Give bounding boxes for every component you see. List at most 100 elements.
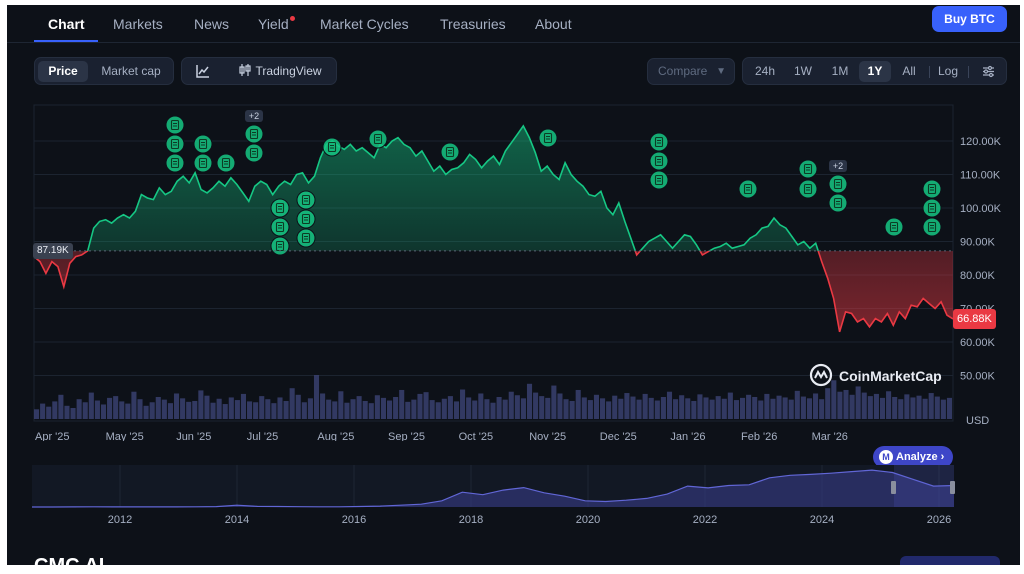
analyze-button[interactable]: M Analyze ›: [873, 446, 953, 468]
news-marker-icon[interactable]: [296, 209, 316, 229]
tab-news[interactable]: News: [194, 16, 230, 32]
news-marker-icon[interactable]: [738, 179, 758, 199]
volume-bar: [125, 403, 131, 419]
news-marker-icon[interactable]: [296, 190, 316, 210]
news-marker-icon[interactable]: [649, 151, 669, 171]
volume-bar: [265, 399, 271, 419]
tab-chart[interactable]: Chart: [48, 16, 85, 32]
cmc-ai-heading: CMC AI: [34, 553, 164, 565]
volume-bar: [368, 403, 374, 419]
news-marker-icon[interactable]: [649, 170, 669, 190]
volume-bar: [660, 397, 666, 419]
news-marker-icon[interactable]: [922, 179, 942, 199]
volume-bar: [587, 400, 593, 419]
news-marker-icon[interactable]: [165, 134, 185, 154]
range-all[interactable]: All: [902, 64, 916, 78]
news-marker-icon[interactable]: [165, 153, 185, 173]
volume-bar: [934, 396, 940, 419]
range-1m[interactable]: 1M: [831, 64, 849, 78]
range-1w[interactable]: 1W: [794, 64, 812, 78]
volume-bar: [34, 409, 40, 419]
tab-treasuries[interactable]: Treasuries: [440, 16, 506, 32]
news-marker-icon[interactable]: [270, 217, 290, 237]
navigator-area: [32, 470, 954, 507]
news-marker-icon[interactable]: [296, 228, 316, 248]
range-24h[interactable]: 24h: [754, 64, 776, 78]
price-area: [33, 124, 954, 333]
volume-bar: [879, 397, 886, 419]
volume-bar: [374, 395, 380, 419]
tab-market-cycles[interactable]: Market Cycles: [320, 16, 409, 32]
navigator-left-handle[interactable]: [891, 481, 896, 494]
log-toggle[interactable]: Log: [937, 64, 959, 78]
tab-about[interactable]: About: [535, 16, 572, 32]
news-marker-icon[interactable]: [440, 142, 460, 162]
price-chart[interactable]: 120.00K110.00K100.00K90.00K80.00K70.00K6…: [32, 101, 1007, 441]
volume-bar: [64, 405, 70, 419]
navigator-year-label: 2018: [459, 514, 483, 526]
volume-bar: [569, 400, 575, 419]
buy-btc-button[interactable]: Buy BTC: [932, 6, 1007, 32]
more-news-badge[interactable]: +2: [829, 160, 847, 172]
baseline-price-tag: 87.19K: [33, 242, 73, 259]
coinmarketcap-watermark: CoinMarketCap: [809, 363, 942, 392]
news-marker-icon[interactable]: [798, 159, 818, 179]
news-marker-icon[interactable]: [193, 153, 213, 173]
line-chart-icon: [196, 65, 209, 78]
volume-bar: [478, 393, 484, 419]
x-tick-label: Sep '25: [388, 431, 425, 441]
compare-dropdown[interactable]: Compare ▼: [647, 58, 735, 85]
x-tick-label: May '25: [106, 431, 144, 441]
news-marker-icon[interactable]: [368, 129, 388, 149]
volume-bar: [332, 401, 338, 419]
news-marker-icon[interactable]: [322, 137, 342, 157]
more-news-badge[interactable]: +2: [245, 110, 263, 122]
news-marker-icon[interactable]: [216, 153, 236, 173]
bottom-action-button[interactable]: [900, 556, 1000, 565]
volume-bar: [630, 396, 636, 419]
volume-bar: [648, 397, 654, 419]
history-navigator[interactable]: 2012 2014 2016 2018 2020 2022 2024 2026: [32, 465, 1007, 540]
volume-bar: [429, 400, 435, 419]
news-marker-icon[interactable]: [244, 124, 264, 144]
news-marker-icon[interactable]: [798, 179, 818, 199]
news-marker-icon[interactable]: [538, 128, 558, 148]
x-tick-label: Aug '25: [317, 431, 354, 441]
news-marker-icon[interactable]: [244, 143, 264, 163]
tab-yield[interactable]: Yield: [258, 16, 289, 32]
navigator-selection[interactable]: [894, 465, 954, 507]
svg-text:+2: +2: [249, 111, 259, 121]
news-marker-icon[interactable]: [270, 198, 290, 218]
news-marker-icon[interactable]: [922, 217, 942, 237]
y-tick-label: 120.00K: [960, 136, 1002, 148]
news-marker-icon[interactable]: [828, 174, 848, 194]
range-divider: [929, 66, 930, 78]
news-marker-icon[interactable]: [193, 134, 213, 154]
line-chart-button[interactable]: [185, 61, 221, 82]
news-marker-icon[interactable]: [828, 193, 848, 213]
volume-bar: [806, 398, 813, 419]
news-marker-icon[interactable]: [922, 198, 942, 218]
navigator-right-handle[interactable]: [950, 481, 955, 494]
volume-bar: [386, 400, 393, 419]
news-marker-icon[interactable]: [270, 236, 290, 256]
chart-settings-button[interactable]: [973, 61, 1003, 82]
price-toggle[interactable]: Price: [38, 61, 88, 82]
volume-bar: [526, 383, 533, 419]
volume-bar: [484, 399, 490, 419]
volume-bar: [788, 399, 794, 419]
volume-bar: [581, 397, 587, 419]
volume-bar: [813, 393, 819, 419]
volume-bar: [149, 402, 155, 419]
news-marker-icon[interactable]: [884, 217, 904, 237]
volume-bar: [758, 400, 764, 419]
tab-markets[interactable]: Markets: [113, 16, 163, 32]
x-tick-label: Jul '25: [247, 431, 278, 441]
cmc-ai-icon: M: [879, 450, 893, 464]
range-1y[interactable]: 1Y: [859, 61, 891, 82]
y-tick-label: 100.00K: [960, 203, 1002, 215]
news-marker-icon[interactable]: [649, 132, 669, 152]
news-marker-icon[interactable]: [165, 115, 185, 135]
marketcap-toggle[interactable]: Market cap: [101, 64, 161, 78]
tradingview-button[interactable]: TradingView: [226, 61, 334, 82]
